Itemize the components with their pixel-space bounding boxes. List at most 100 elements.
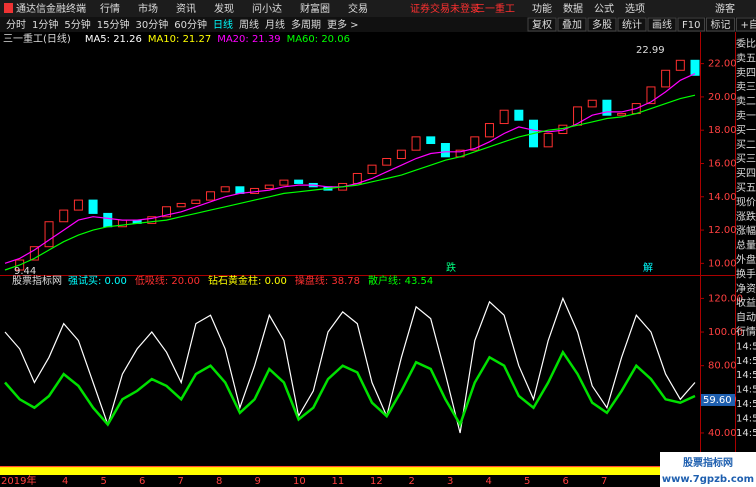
- period-tab[interactable]: 分时: [6, 19, 26, 31]
- x-tick-label: 4: [62, 476, 68, 487]
- menu-item[interactable]: 发现: [214, 2, 234, 15]
- period-tab[interactable]: 更多 >: [327, 18, 359, 31]
- x-tick-label: 6: [563, 476, 569, 487]
- watermark-url: www.7gpzb.com: [662, 474, 754, 485]
- candle: [617, 113, 627, 116]
- period-tab[interactable]: 30分钟: [135, 18, 168, 31]
- app-name: 通达信金融终端: [16, 2, 86, 15]
- tool-button[interactable]: 统计: [622, 18, 642, 31]
- side-item: 卖二: [736, 96, 756, 108]
- indicator-param: 低吸线: 20.00: [135, 274, 200, 287]
- candle: [15, 259, 25, 271]
- x-tick-label: 8: [216, 476, 222, 487]
- side-item: 卖五: [736, 52, 756, 64]
- divider: [0, 275, 735, 276]
- candle: [191, 199, 201, 204]
- x-tick-label: 9: [255, 476, 261, 487]
- side-item: 卖四: [736, 67, 756, 79]
- tool-button[interactable]: F10: [682, 20, 700, 31]
- menu-item[interactable]: 行情: [100, 2, 120, 15]
- low-label: 9.44: [14, 266, 36, 277]
- tool-frame: [705, 17, 735, 32]
- period-tab[interactable]: 15分钟: [97, 18, 130, 31]
- login-status[interactable]: 证券交易未登录: [410, 2, 480, 15]
- y-tick-label: 20.00: [708, 92, 737, 103]
- x-tick-label: 5: [101, 476, 107, 487]
- indicator-line: [4, 296, 696, 434]
- toolbar: [0, 17, 756, 32]
- candle: [206, 191, 216, 201]
- candle: [411, 136, 421, 151]
- period-tab[interactable]: 多周期: [291, 18, 321, 31]
- tool-button[interactable]: +自选: [740, 18, 756, 31]
- menu-right[interactable]: 选项: [625, 2, 645, 15]
- ma-label: MA60: 20.06: [287, 34, 350, 45]
- x-tick-label: 4: [486, 476, 492, 487]
- tool-button[interactable]: 叠加: [562, 19, 582, 31]
- side-item: 涨幅: [736, 224, 756, 237]
- menu-right[interactable]: 公式: [594, 2, 614, 15]
- side-item: 14:56: [736, 413, 756, 424]
- ma-label: MA10: 21.27: [148, 34, 211, 45]
- menu-item[interactable]: 问小达: [252, 2, 282, 15]
- ma-label: MA5: 21.26: [85, 34, 142, 45]
- menu-right[interactable]: 数据: [563, 2, 583, 15]
- candle: [543, 133, 553, 148]
- candle: [396, 149, 406, 159]
- user[interactable]: 游客: [715, 2, 735, 15]
- y-tick-label: 16.00: [708, 158, 737, 169]
- period-tab[interactable]: 月线: [265, 18, 285, 31]
- menu-item[interactable]: 资讯: [176, 3, 196, 15]
- candle: [294, 179, 304, 184]
- candle: [675, 59, 685, 71]
- x-tick-label: 2019年: [1, 474, 36, 487]
- indicator-line: [4, 349, 696, 428]
- current-tag: [701, 393, 735, 406]
- period-tab[interactable]: 5分钟: [64, 18, 90, 31]
- tool-button[interactable]: 复权: [532, 18, 552, 31]
- menu-item[interactable]: 市场: [138, 2, 158, 15]
- side-item: 行情: [736, 325, 756, 338]
- period-tab[interactable]: 60分钟: [174, 18, 207, 31]
- bottom-band: [0, 466, 700, 475]
- app-icon: [4, 3, 13, 13]
- period-tab[interactable]: 周线: [239, 18, 259, 31]
- x-tick-label: 6: [139, 476, 145, 487]
- side-divider: [735, 32, 736, 475]
- side-item: 换手: [736, 267, 756, 280]
- tool-button[interactable]: 画线: [652, 18, 672, 31]
- side-item: 14:56: [736, 399, 756, 410]
- candle: [235, 186, 245, 194]
- menu-item[interactable]: 财富圈: [300, 2, 330, 15]
- tool-button[interactable]: 多股: [592, 18, 612, 31]
- signal: 跌: [446, 261, 456, 274]
- x-tick-label: 5: [524, 476, 530, 487]
- side-item: 卖一: [736, 110, 756, 122]
- menu-item[interactable]: 交易: [348, 2, 368, 15]
- candle: [440, 143, 450, 158]
- high-label: 22.99: [636, 45, 665, 56]
- x-axis-bar: [0, 475, 756, 487]
- menu-bar: [0, 0, 756, 17]
- y-tick-label: 12.00: [708, 225, 737, 236]
- watermark-name: 股票指标网: [683, 456, 733, 469]
- candle: [176, 202, 186, 208]
- period-tab[interactable]: 1分钟: [32, 18, 58, 31]
- indicator-param: 钻石黄金柱: 0.00: [208, 274, 287, 287]
- y-tick-label: 22.00: [708, 59, 737, 70]
- menu-right[interactable]: 功能: [532, 2, 552, 15]
- side-item: 净资: [736, 282, 756, 295]
- side-item: 14:56: [736, 428, 756, 439]
- ma-label: MA20: 21.39: [217, 34, 280, 45]
- side-item: 买二: [736, 139, 756, 151]
- tool-frame: [587, 17, 617, 32]
- tool-frame: [557, 17, 587, 32]
- tool-button[interactable]: 标记: [710, 19, 730, 31]
- x-tick-label: 3: [447, 476, 453, 487]
- side-item: 买一: [736, 124, 756, 136]
- candle: [59, 209, 69, 223]
- indicator-param: 散户线: 43.54: [368, 274, 433, 287]
- candle: [73, 199, 83, 211]
- period-tab[interactable]: 日线: [213, 18, 233, 31]
